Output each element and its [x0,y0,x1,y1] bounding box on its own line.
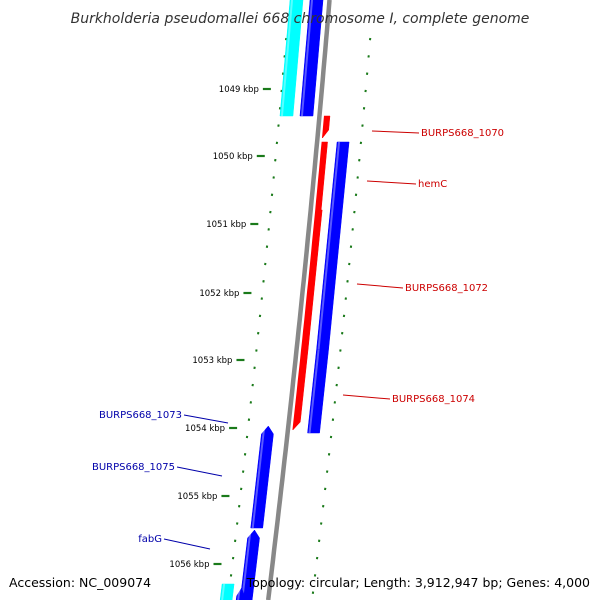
gene-leader-line [342,394,391,400]
accession-text: Accession: NC_009074 [9,575,151,590]
feature-highlight [251,426,266,528]
kbp-label: 1054 kbp [185,424,225,434]
feature-highlight [221,584,226,600]
gene-label: BURPS668_1073 [99,410,182,421]
genome-summary-text: Topology: circular; Length: 3,912,947 bp… [246,575,590,590]
cds-reverse-mark [235,587,245,600]
feature-highlight [300,0,314,116]
gene-leader-line [356,283,404,289]
gene-leader-line [163,538,211,550]
gene-label: fabG [138,534,162,545]
gene-label: BURPS668_1070 [421,128,504,139]
cds-reverse-mark [307,349,329,434]
rna-feature-mark [279,0,304,117]
gene-label: hemC [418,179,447,190]
map-title: Burkholderia pseudomallei 668 chromosome… [71,11,530,27]
kbp-label: 1055 kbp [177,492,217,502]
kbp-label: 1053 kbp [192,356,232,366]
cds-reverse-mark [239,529,260,600]
map-body: 1049 kbp 1050 kbp 1051 kbp 1052 kbp 1053 kbp… [92,0,504,600]
gene-label: BURPS668_1075 [92,462,175,473]
cds-reverse-mark [299,0,324,117]
feature-highlight [241,530,252,600]
feature-highlight [280,0,294,116]
kbp-label: 1051 kbp [206,220,246,230]
cds-reverse-mark [250,425,274,529]
kbp-label: 1056 kbp [169,560,209,570]
kbp-label: 1049 kbp [219,85,259,95]
feature-highlight [308,350,320,433]
kbp-label: 1050 kbp [213,152,253,162]
feature-highlight [237,588,241,600]
gene-leader-line [371,130,420,134]
gene-leader-line [366,180,417,185]
gene-leader-line [176,466,223,477]
rna-feature-mark [219,583,235,600]
gene-label: BURPS668_1074 [392,394,475,405]
backbone-line [265,0,332,600]
gene-label: BURPS668_1072 [405,283,488,294]
feature-highlight [317,142,341,350]
gene-leader-line [183,414,229,424]
kbp-label: 1052 kbp [199,289,239,299]
